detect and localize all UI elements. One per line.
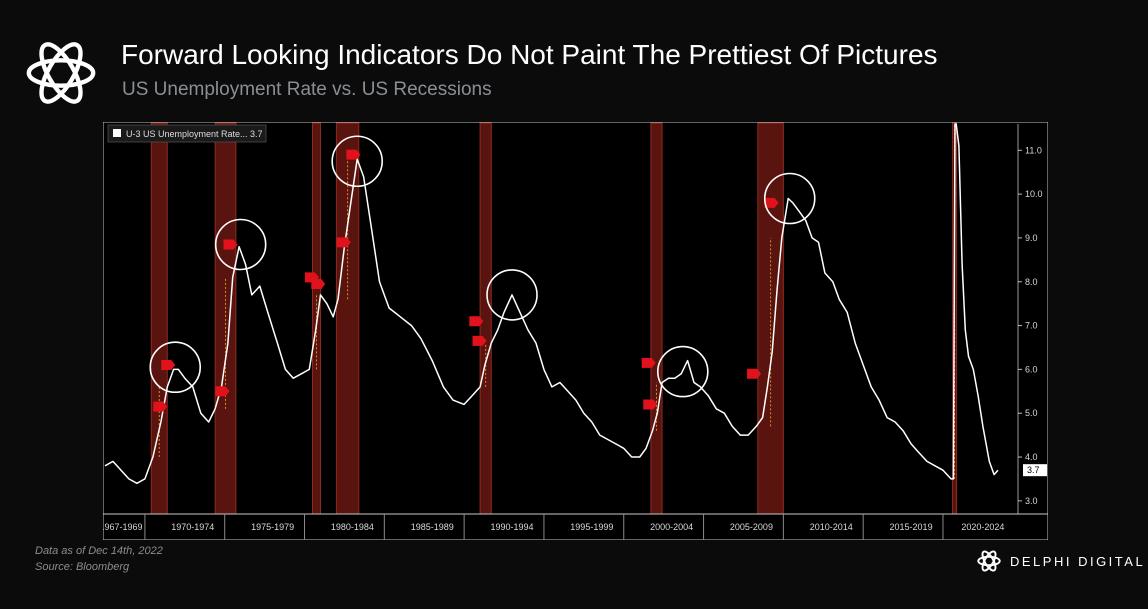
x-tick-label: 1975-1979 <box>251 522 294 532</box>
recession-marker <box>643 399 658 410</box>
chart-svg: 3.04.05.06.07.08.09.010.011.0 1967-1969 1… <box>99 121 1049 541</box>
x-tick-label: 1995-1999 <box>570 522 613 532</box>
x-tick-label: 1980-1984 <box>331 522 374 532</box>
x-axis: 1967-1969 1970-1974 1975-1979 1980-1984 1985… <box>99 513 1048 540</box>
legend-swatch <box>113 129 121 137</box>
peak-circle <box>657 345 709 398</box>
peak-circle <box>149 341 202 394</box>
recession-band <box>312 122 321 515</box>
peak-circle <box>763 172 816 225</box>
legend-label: U-3 US Unemployment Rate... 3.7 <box>126 129 263 139</box>
data-note: Data as of Dec 14th, 2022 <box>35 545 163 557</box>
unemployment-chart: 3.0 4.0 5.0 6.0 7.0 8.0 9.0 10.0 11.0 1967-1969 1… <box>99 121 1049 541</box>
recession-marker <box>641 357 656 368</box>
y-tick-label: 8.0 <box>1025 277 1038 287</box>
recession-marker <box>469 316 484 327</box>
brand-logo-icon <box>977 550 1001 572</box>
source-note: Source: Bloomberg <box>35 561 130 573</box>
y-tick-label: 4.0 <box>1025 452 1038 462</box>
legend: U-3 US Unemployment Rate... 3.7 <box>107 124 267 143</box>
recession-marker <box>336 237 351 248</box>
recession-marker <box>472 335 487 346</box>
page-subtitle: US Unemployment Rate vs. US Recessions <box>122 79 492 100</box>
recession-markers <box>153 149 779 412</box>
page-title: Forward Looking Indicators Do Not Paint … <box>121 39 938 70</box>
peak-circles <box>149 135 816 398</box>
recession-marker <box>311 278 326 289</box>
brand: DELPHI DIGITAL <box>976 546 1145 576</box>
recession-marker <box>747 368 762 379</box>
last-value-tag: 3.7 <box>1023 464 1047 477</box>
x-tick-label: 2010-2014 <box>810 522 853 532</box>
plot-frame <box>102 121 1049 541</box>
recession-band <box>479 122 492 515</box>
peak-circle <box>214 218 267 271</box>
y-tick-label: 9.0 <box>1025 233 1038 243</box>
delphi-logo-icon <box>26 42 96 104</box>
x-tick-label: 1985-1989 <box>411 522 454 532</box>
x-tick-label: 1967-1969 <box>103 522 142 532</box>
x-tick-label: 2015-2019 <box>890 522 933 532</box>
y-tick-label: 10.0 <box>1025 189 1043 199</box>
recession-marker <box>215 386 230 397</box>
recession-band <box>650 122 663 515</box>
recession-band <box>757 122 784 515</box>
y-tick-label: 3.0 <box>1025 496 1038 506</box>
recession-marker <box>153 401 168 412</box>
peak-circle <box>486 269 538 321</box>
recession-band <box>214 122 237 515</box>
recession-marker <box>346 149 361 160</box>
y-tick-label: 6.0 <box>1025 364 1038 374</box>
y-tick-label: 5.0 <box>1025 408 1038 418</box>
series-line-unemployment <box>104 123 999 485</box>
peak-circle <box>331 135 383 188</box>
x-tick-label: 1970-1974 <box>171 522 214 532</box>
y-tick-label: 11.0 <box>1025 145 1042 155</box>
x-tick-label: 2005-2009 <box>730 522 773 532</box>
last-value-label: 3.7 <box>1027 465 1040 475</box>
x-tick-label: 2000-2004 <box>650 522 693 532</box>
x-tick-label: 2020-2024 <box>961 522 1004 532</box>
brand-name: DELPHI DIGITAL <box>1010 553 1146 569</box>
recession-marker <box>764 197 779 208</box>
y-tick-label: 7.0 <box>1025 321 1038 331</box>
y-axis: 3.0 4.0 5.0 6.0 7.0 8.0 9.0 10.0 11.0 <box>1017 124 1043 514</box>
x-tick-label: 1990-1994 <box>490 522 533 532</box>
recession-marker <box>223 239 238 250</box>
recession-marker <box>161 360 176 371</box>
